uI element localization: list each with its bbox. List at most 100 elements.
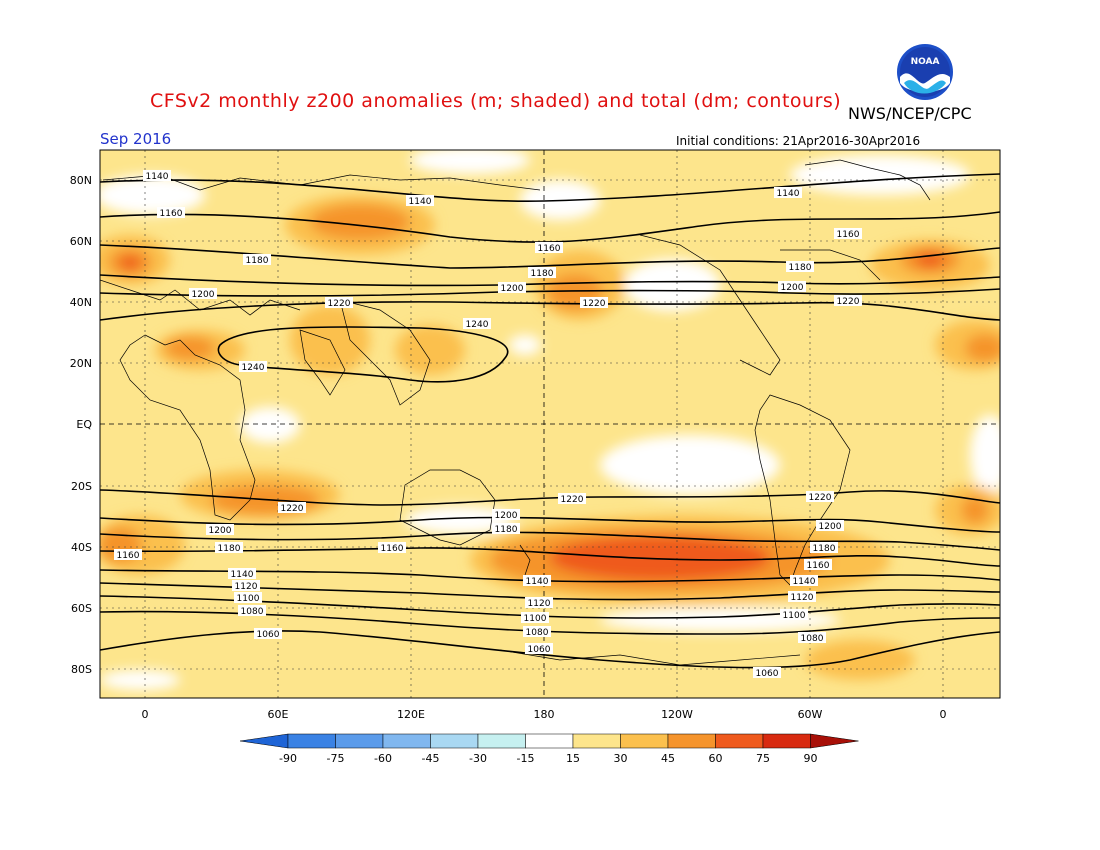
svg-text:1140: 1140 (526, 577, 549, 587)
colorbar-swatch (382, 733, 431, 749)
svg-text:1080: 1080 (801, 634, 824, 644)
colorbar (239, 733, 859, 749)
contour-label: 1080 (523, 626, 551, 638)
svg-text:1200: 1200 (781, 283, 804, 293)
lon-label: 180 (533, 708, 555, 721)
contour-label: 1160 (535, 242, 563, 254)
lon-label: 0 (939, 708, 947, 721)
svg-text:1220: 1220 (281, 504, 304, 514)
contour-label: 1120 (525, 597, 553, 609)
contour-label: 1180 (810, 542, 838, 554)
svg-text:1160: 1160 (807, 561, 830, 571)
contour-label: 1060 (753, 667, 781, 679)
svg-text:1140: 1140 (409, 197, 432, 207)
svg-text:1060: 1060 (756, 669, 779, 679)
colorbar-label: 60 (708, 752, 723, 765)
contour-label: 1180 (492, 523, 520, 535)
lon-label: 60W (797, 708, 823, 721)
colorbar-max-arrow (810, 733, 859, 749)
colorbar-swatch (762, 733, 811, 749)
forecast-month: Sep 2016 (100, 130, 172, 148)
colorbar-swatch (477, 733, 526, 749)
lat-label: 40N (69, 296, 92, 309)
colorbar-label: -45 (421, 752, 440, 765)
lat-label: 80N (69, 174, 92, 187)
contour-label: 1200 (206, 524, 234, 536)
lat-label: 60N (69, 235, 92, 248)
colorbar-label: -15 (516, 752, 535, 765)
svg-text:1160: 1160 (381, 544, 404, 554)
contour-label: 1200 (189, 288, 217, 300)
contour-label: 1220 (580, 297, 608, 309)
contour-label: 1220 (325, 297, 353, 309)
svg-text:1200: 1200 (209, 526, 232, 536)
contour-label: 1100 (521, 612, 549, 624)
svg-text:1160: 1160 (117, 551, 140, 561)
agency-label: NWS/NCEP/CPC (848, 104, 972, 123)
svg-text:1180: 1180 (531, 269, 554, 279)
svg-text:1100: 1100 (783, 611, 806, 621)
lat-label: 60S (71, 602, 92, 615)
svg-text:1060: 1060 (528, 645, 551, 655)
colorbar-label: -60 (374, 752, 392, 765)
svg-text:1080: 1080 (526, 628, 549, 638)
lat-label: 40S (71, 541, 92, 554)
svg-text:NOAA: NOAA (911, 57, 940, 67)
svg-text:1240: 1240 (466, 320, 489, 330)
svg-text:1160: 1160 (837, 230, 860, 240)
svg-text:1060: 1060 (257, 630, 280, 640)
colorbar-swatch (667, 733, 716, 749)
contour-label: 1120 (232, 580, 260, 592)
svg-text:1160: 1160 (160, 209, 183, 219)
colorbar-min-arrow (239, 733, 289, 749)
lon-label: 0 (141, 708, 149, 721)
svg-text:1120: 1120 (235, 582, 258, 592)
colorbar-label: 75 (756, 752, 770, 765)
svg-text:1140: 1140 (793, 577, 816, 587)
lat-label: 20N (69, 357, 92, 370)
contour-label: 1100 (780, 609, 808, 621)
contour-label: 1140 (406, 195, 434, 207)
svg-text:1080: 1080 (241, 607, 264, 617)
contour-label: 1140 (523, 575, 551, 587)
contour-label: 1240 (463, 318, 491, 330)
contour-label: 1100 (234, 592, 262, 604)
lon-label: 120E (397, 708, 425, 721)
svg-text:1200: 1200 (495, 511, 518, 521)
svg-text:1180: 1180 (246, 256, 269, 266)
colorbar-label: 30 (613, 752, 628, 765)
svg-text:1100: 1100 (237, 594, 260, 604)
svg-text:1200: 1200 (501, 284, 524, 294)
svg-text:1180: 1180 (789, 263, 812, 273)
chart-title: CFSv2 monthly z200 anomalies (m; shaded)… (150, 90, 842, 112)
anomaly-shading (100, 150, 1000, 698)
contour-label: 1200 (816, 520, 844, 532)
colorbar-label: 15 (566, 752, 580, 765)
colorbar-label: -30 (469, 752, 487, 765)
contour-label: 1200 (778, 281, 806, 293)
svg-text:1160: 1160 (538, 244, 561, 254)
contour-label: 1140 (790, 575, 818, 587)
contour-label: 1160 (378, 542, 406, 554)
svg-text:1140: 1140 (231, 570, 254, 580)
colorbar-swatch (715, 733, 764, 749)
contour-label: 1220 (834, 295, 862, 307)
contour-label: 1060 (254, 628, 282, 640)
lon-label: 120W (661, 708, 693, 721)
initial-conditions: Initial conditions: 21Apr2016-30Apr2016 (676, 134, 921, 148)
contour-label: 1160 (834, 228, 862, 240)
svg-text:1140: 1140 (777, 189, 800, 199)
lat-label: EQ (76, 418, 92, 431)
contour-label: 1140 (774, 187, 802, 199)
noaa-logo: NOAA (897, 44, 953, 100)
lat-label: 20S (71, 480, 92, 493)
svg-text:1220: 1220 (837, 297, 860, 307)
contour-label: 1200 (498, 282, 526, 294)
svg-text:1220: 1220 (809, 493, 832, 503)
contour-label: 1220 (278, 502, 306, 514)
contour-label: 1140 (228, 568, 256, 580)
svg-text:1200: 1200 (819, 522, 842, 532)
colorbar-swatch (525, 733, 574, 749)
contour-label: 1140 (143, 170, 171, 182)
